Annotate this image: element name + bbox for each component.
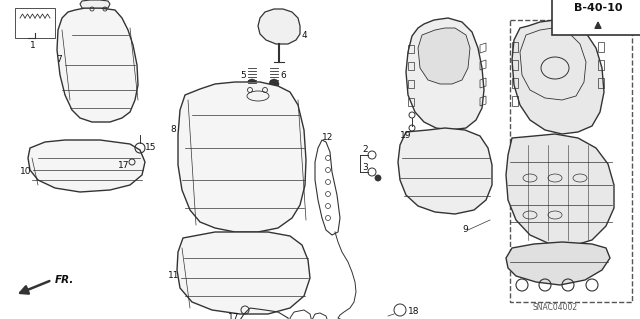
Polygon shape (398, 128, 492, 214)
Text: 19: 19 (400, 130, 412, 139)
Polygon shape (178, 82, 306, 232)
Text: 1: 1 (30, 41, 36, 50)
Text: 9: 9 (462, 226, 468, 234)
Text: 8: 8 (170, 125, 176, 135)
Text: 17: 17 (228, 314, 239, 319)
Circle shape (269, 79, 279, 89)
Text: 17: 17 (118, 160, 129, 169)
Text: FR.: FR. (55, 275, 74, 285)
Polygon shape (418, 28, 470, 84)
Polygon shape (506, 242, 610, 285)
Polygon shape (28, 140, 145, 192)
Text: SNAC04002: SNAC04002 (532, 303, 577, 313)
Text: 11: 11 (168, 271, 179, 279)
Text: 10: 10 (20, 167, 31, 176)
Polygon shape (80, 0, 110, 8)
Text: B-40-10: B-40-10 (573, 3, 622, 13)
Circle shape (247, 79, 257, 89)
Polygon shape (177, 232, 310, 314)
Polygon shape (506, 134, 614, 246)
Text: 12: 12 (322, 133, 333, 143)
Text: 4: 4 (302, 31, 308, 40)
Text: 15: 15 (145, 144, 157, 152)
Text: 18: 18 (408, 308, 419, 316)
Circle shape (375, 175, 381, 181)
Text: 7: 7 (56, 56, 61, 64)
Polygon shape (406, 18, 484, 130)
Polygon shape (57, 8, 138, 122)
Text: 2: 2 (362, 145, 367, 154)
Polygon shape (512, 20, 604, 134)
Text: 5: 5 (240, 71, 246, 80)
Text: 6: 6 (280, 71, 285, 80)
Text: 3: 3 (362, 164, 368, 173)
Polygon shape (258, 9, 300, 44)
